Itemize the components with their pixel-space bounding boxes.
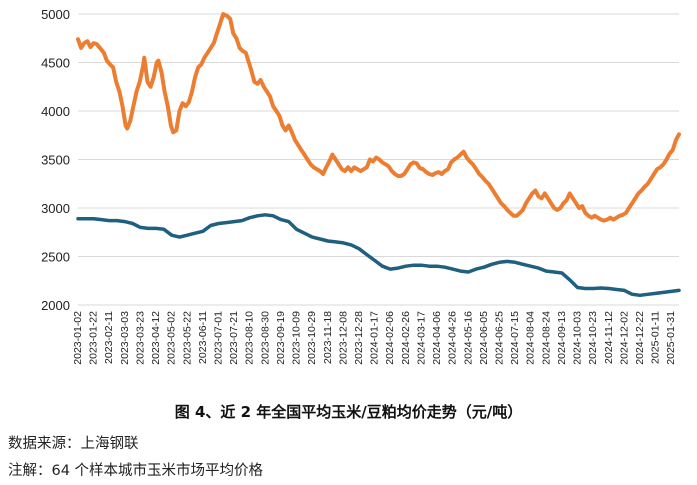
x-tick-label: 2024-04-06 bbox=[431, 311, 443, 365]
x-tick-label: 2024-12-02 bbox=[618, 311, 630, 365]
x-tick-label: 2024-05-16 bbox=[462, 311, 474, 365]
data-source-note: 数据来源：上海钢联 bbox=[8, 436, 139, 452]
x-tick-label: 2025-01-11 bbox=[650, 311, 662, 364]
y-tick-label: 3000 bbox=[41, 201, 70, 216]
series-line-orange bbox=[76, 12, 681, 223]
footnote: 注解：64 个样本城市玉米市场平均价格 bbox=[8, 463, 264, 479]
x-tick-label: 2023-07-21 bbox=[228, 311, 240, 365]
x-tick-label: 2023-08-10 bbox=[244, 311, 256, 365]
x-tick-label: 2023-11-18 bbox=[322, 311, 334, 364]
x-tick-label: 2024-10-23 bbox=[587, 311, 599, 365]
x-tick-label: 2023-10-29 bbox=[306, 311, 318, 365]
x-tick-label: 2024-07-15 bbox=[509, 311, 521, 365]
y-tick-label: 5000 bbox=[41, 7, 70, 22]
x-tick-label: 2023-12-08 bbox=[337, 311, 349, 365]
chart-caption: 图 4、近 2 年全国平均玉米/豆粕均价走势（元/吨） bbox=[174, 403, 523, 421]
x-axis-ticks: 2023-01-02 2023-01-22 2023-02-11 2023-03-03… bbox=[72, 311, 677, 365]
x-tick-label: 2024-02-26 bbox=[400, 311, 412, 365]
x-tick-label: 2023-05-22 bbox=[181, 311, 193, 365]
x-tick-label: 2024-10-03 bbox=[572, 311, 584, 365]
x-tick-label: 2024-02-06 bbox=[384, 311, 396, 365]
x-tick-label: 2023-05-02 bbox=[166, 311, 178, 365]
series-line-blue bbox=[76, 213, 681, 298]
x-tick-label: 2023-07-01 bbox=[212, 311, 224, 365]
y-tick-label: 4500 bbox=[41, 56, 70, 71]
x-tick-label: 2024-04-26 bbox=[447, 311, 459, 365]
x-tick-label: 2023-02-11 bbox=[103, 311, 115, 364]
x-tick-label: 2023-03-03 bbox=[119, 311, 131, 365]
x-tick-label: 2024-01-17 bbox=[369, 311, 381, 365]
x-tick-label: 2024-11-12 bbox=[603, 311, 615, 364]
x-tick-label: 2023-08-30 bbox=[259, 311, 271, 365]
x-tick-label: 2023-06-11 bbox=[197, 311, 209, 364]
y-tick-label: 2000 bbox=[41, 298, 70, 313]
x-tick-label: 2024-03-17 bbox=[415, 311, 427, 365]
x-tick-label: 2024-08-04 bbox=[525, 311, 537, 365]
x-tick-label: 2024-06-25 bbox=[493, 311, 505, 365]
x-tick-label: 2023-01-22 bbox=[88, 311, 100, 365]
x-tick-label: 2024-09-13 bbox=[556, 311, 568, 365]
x-tick-label: 2023-03-23 bbox=[134, 311, 146, 365]
y-axis-ticks: 2000 2500 3000 3500 4000 4500 5000 bbox=[41, 7, 70, 313]
series-lines bbox=[76, 12, 681, 298]
y-tick-label: 2500 bbox=[41, 250, 70, 265]
x-tick-label: 2023-01-02 bbox=[72, 311, 84, 365]
x-tick-label: 2025-01-31 bbox=[665, 311, 677, 365]
y-tick-label: 3500 bbox=[41, 153, 70, 168]
x-tick-label: 2023-12-28 bbox=[353, 311, 365, 365]
x-tick-label: 2023-04-12 bbox=[150, 311, 162, 365]
x-tick-label: 2024-12-22 bbox=[634, 311, 646, 365]
y-tick-label: 4000 bbox=[41, 104, 70, 119]
x-tick-label: 2023-09-19 bbox=[275, 311, 287, 365]
x-tick-label: 2023-10-09 bbox=[291, 311, 303, 365]
x-tick-label: 2024-08-24 bbox=[540, 311, 552, 365]
x-tick-label: 2024-06-05 bbox=[478, 311, 490, 365]
